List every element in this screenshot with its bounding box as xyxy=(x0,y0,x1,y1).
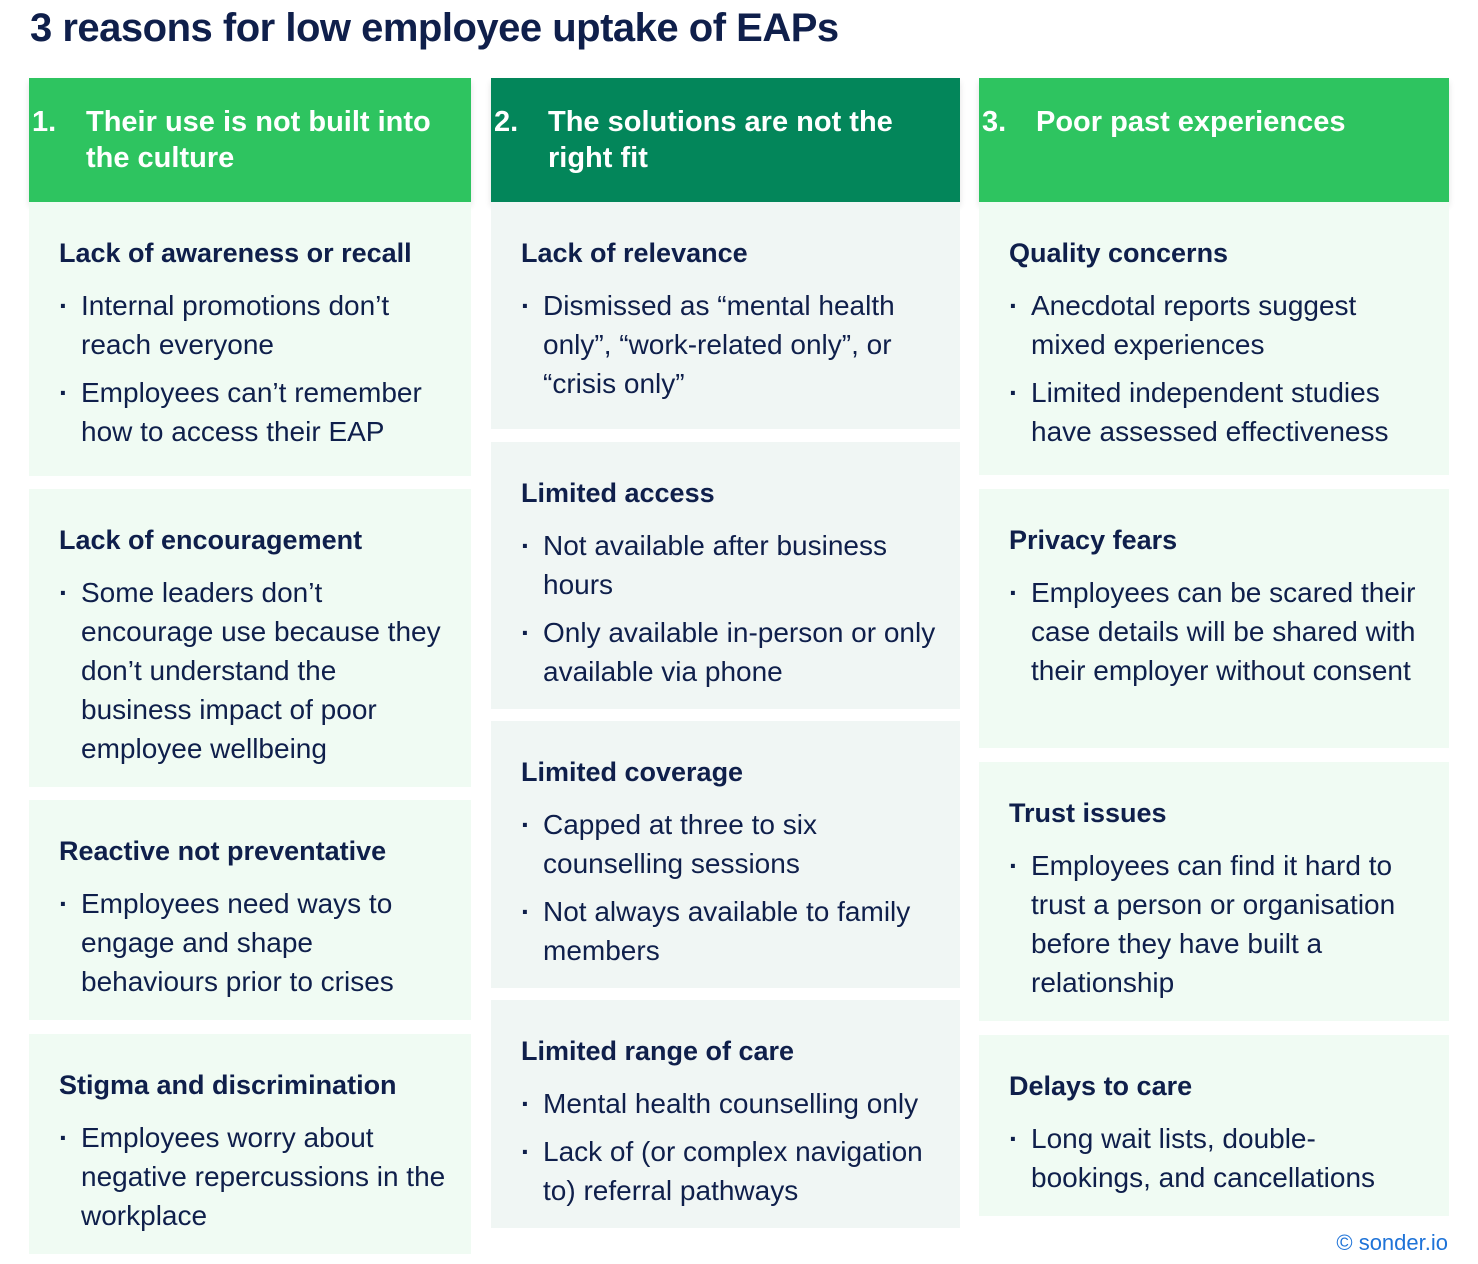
bullet-list: Mental health counselling only Lack of (… xyxy=(521,1084,940,1210)
bullet-item: Employees worry about negative repercuss… xyxy=(59,1118,451,1235)
card-title: Reactive not preventative xyxy=(59,836,387,866)
reason-card: Limited coverage Capped at three to six … xyxy=(491,721,960,988)
card-title: Limited range of care xyxy=(521,1036,795,1066)
reason-card: Lack of relevance Dismissed as “mental h… xyxy=(491,202,960,429)
card-title: Lack of awareness or recall xyxy=(59,238,412,268)
bullet-list: Some leaders don’t encourage use because… xyxy=(59,573,451,768)
card-title: Trust issues xyxy=(1009,798,1167,828)
reason-card: Stigma and discrimination Employees worr… xyxy=(29,1034,471,1254)
bullet-item: Employees can find it hard to trust a pe… xyxy=(1009,846,1429,1002)
bullet-list: Employees can find it hard to trust a pe… xyxy=(1009,846,1429,1002)
card-title: Lack of encouragement xyxy=(59,525,363,555)
bullet-item: Employees can’t remember how to access t… xyxy=(59,373,451,451)
bullet-list: Employees can be scared their case detai… xyxy=(1009,573,1429,690)
bullet-item: Anecdotal reports suggest mixed experien… xyxy=(1009,286,1429,364)
bullet-item: Internal promotions don’t reach everyone xyxy=(59,286,451,364)
column-header: 1. Their use is not built into the cultur… xyxy=(29,78,471,202)
reason-card: Reactive not preventative Employees need… xyxy=(29,800,471,1020)
card-title: Delays to care xyxy=(1009,1071,1193,1101)
bullet-item: Only available in-person or only availab… xyxy=(521,613,940,691)
reason-card: Limited access Not available after busin… xyxy=(491,442,960,709)
bullet-list: Long wait lists, double-bookings, and ca… xyxy=(1009,1119,1429,1197)
reason-card: Lack of awareness or recall Internal pro… xyxy=(29,202,471,476)
bullet-item: Limited independent studies have assesse… xyxy=(1009,373,1429,451)
column-number: 1. xyxy=(32,106,57,138)
bullet-item: Mental health counselling only xyxy=(521,1084,940,1123)
card-title: Quality concerns xyxy=(1009,238,1229,268)
column-header: 2. The solutions are not the right fit xyxy=(491,78,960,202)
bullet-list: Internal promotions don’t reach everyone… xyxy=(59,286,451,451)
column-header-text: The solutions are not the xyxy=(548,106,893,138)
reason-card: Delays to care Long wait lists, double-b… xyxy=(979,1035,1449,1216)
card-title: Stigma and discrimination xyxy=(59,1070,397,1100)
bullet-list: Dismissed as “mental health only”, “work… xyxy=(521,286,940,403)
column-header-text: Their use is not built into xyxy=(86,106,431,138)
column-number: 2. xyxy=(494,106,519,138)
reason-card: Limited range of care Mental health coun… xyxy=(491,1000,960,1228)
card-title: Limited coverage xyxy=(521,757,744,787)
bullet-item: Employees need ways to engage and shape … xyxy=(59,884,451,1001)
column-header-text: the culture xyxy=(86,142,235,174)
bullet-item: Some leaders don’t encourage use because… xyxy=(59,573,451,768)
column-header: 3. Poor past experiences xyxy=(979,78,1449,202)
card-title: Limited access xyxy=(521,478,715,508)
reason-card: Privacy fears Employees can be scared th… xyxy=(979,489,1449,748)
bullet-item: Capped at three to six counselling sessi… xyxy=(521,805,940,883)
bullet-list: Anecdotal reports suggest mixed experien… xyxy=(1009,286,1429,451)
column-header-text: Poor past experiences xyxy=(1036,106,1346,138)
column-culture: 1. Their use is not built into the cultur… xyxy=(29,78,471,1254)
reason-card: Lack of encouragement Some leaders don’t… xyxy=(29,489,471,787)
bullet-list: Capped at three to six counselling sessi… xyxy=(521,805,940,970)
reason-card: Trust issues Employees can find it hard … xyxy=(979,762,1449,1021)
column-solutions: 2. The solutions are not the right fit La… xyxy=(491,78,960,1228)
column-header-text: right fit xyxy=(548,142,648,174)
bullet-item: Not available after business hours xyxy=(521,526,940,604)
card-title: Lack of relevance xyxy=(521,238,748,268)
sonder-link[interactable]: © sonder.io xyxy=(1336,1230,1448,1255)
bullet-item: Not always available to family members xyxy=(521,892,940,970)
card-title: Privacy fears xyxy=(1009,525,1178,555)
bullet-item: Lack of (or complex navigation to) refer… xyxy=(521,1132,940,1210)
bullet-list: Employees worry about negative repercuss… xyxy=(59,1118,451,1235)
column-experiences: 3. Poor past experiences Quality concerns… xyxy=(979,78,1449,1216)
page-title: 3 reasons for low employee uptake of EAP… xyxy=(30,6,839,50)
reason-card: Quality concerns Anecdotal reports sugge… xyxy=(979,202,1449,475)
bullet-item: Dismissed as “mental health only”, “work… xyxy=(521,286,940,403)
bullet-list: Employees need ways to engage and shape … xyxy=(59,884,451,1001)
column-number: 3. xyxy=(982,106,1007,138)
bullet-item: Long wait lists, double-bookings, and ca… xyxy=(1009,1119,1429,1197)
bullet-item: Employees can be scared their case detai… xyxy=(1009,573,1429,690)
bullet-list: Not available after business hours Only … xyxy=(521,526,940,691)
